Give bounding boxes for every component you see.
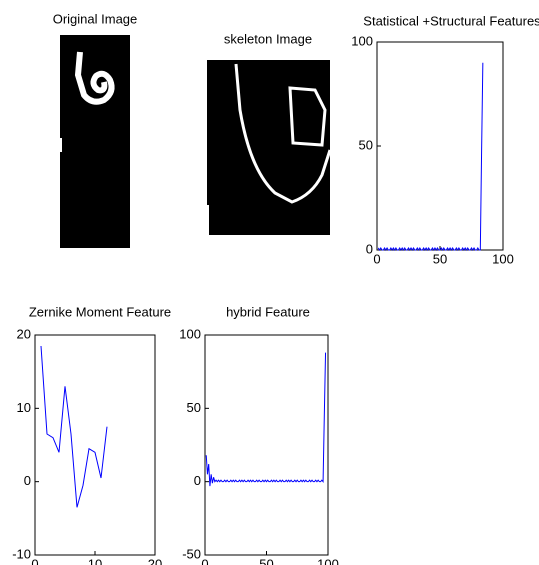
x-tick-label: 20 — [148, 556, 162, 565]
image-notch — [58, 138, 62, 152]
skeleton-image — [203, 60, 330, 235]
chart-title: Zernike Moment Feature — [29, 304, 171, 319]
y-tick-label: 0 — [366, 241, 373, 256]
chart-title: hybrid Feature — [226, 304, 310, 319]
axes-box — [35, 335, 155, 555]
figure: Original Imageskeleton Image050100050100… — [0, 0, 539, 565]
original-image — [58, 35, 130, 248]
image-background — [207, 60, 330, 235]
x-tick-label: 10 — [88, 556, 102, 565]
x-tick-label: 0 — [373, 251, 380, 266]
axes-box — [377, 42, 503, 250]
x-tick-label: 100 — [317, 556, 339, 565]
x-tick-label: 100 — [492, 251, 514, 266]
x-tick-label: 0 — [201, 556, 208, 565]
y-tick-label: -10 — [12, 546, 31, 561]
x-tick-label: 50 — [433, 251, 447, 266]
y-tick-label: 10 — [17, 400, 31, 415]
axes-box — [205, 335, 328, 555]
y-tick-label: -50 — [182, 546, 201, 561]
chart-title: Statistical +Structural Features — [363, 13, 539, 28]
y-tick-label: 20 — [17, 326, 31, 341]
y-tick-label: 50 — [359, 137, 373, 152]
data-line — [41, 346, 107, 507]
y-tick-label: 100 — [179, 326, 201, 341]
image-edge — [203, 205, 209, 235]
page: {"chart_data": [ {"type": "image", "titl… — [0, 0, 539, 565]
data-line — [206, 353, 325, 486]
chart-title: skeleton Image — [224, 31, 312, 46]
y-tick-label: 0 — [24, 473, 31, 488]
chart-title: Original Image — [53, 11, 138, 26]
y-tick-label: 50 — [187, 400, 201, 415]
data-line — [378, 63, 483, 250]
x-tick-label: 0 — [31, 556, 38, 565]
y-tick-label: 100 — [351, 33, 373, 48]
image-background — [60, 35, 130, 248]
y-tick-label: 0 — [194, 473, 201, 488]
x-tick-label: 50 — [259, 556, 273, 565]
